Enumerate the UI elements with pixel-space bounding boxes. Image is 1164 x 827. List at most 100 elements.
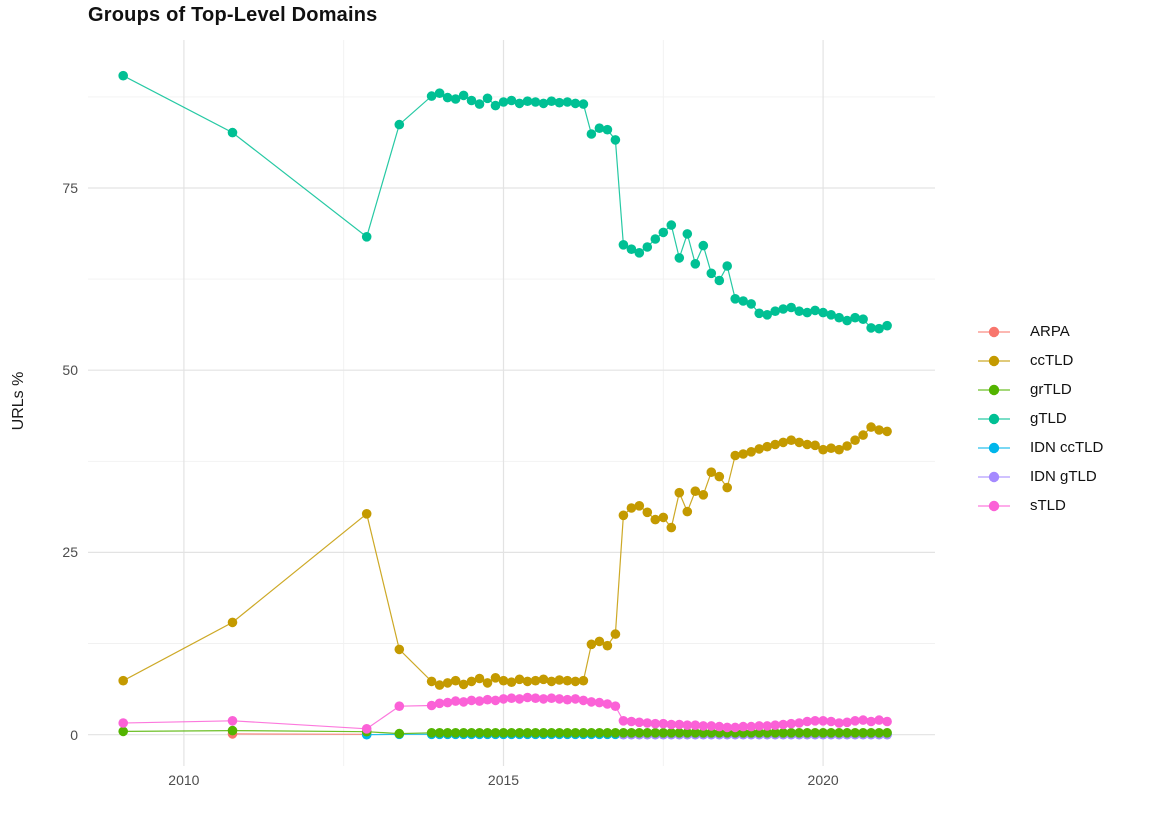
- data-point: [674, 719, 685, 730]
- data-point: [570, 728, 581, 738]
- data-point: [722, 261, 732, 271]
- data-point: [754, 444, 764, 454]
- data-point: [754, 308, 764, 319]
- data-point: [227, 725, 238, 736]
- data-point: [538, 728, 549, 738]
- data-point: [802, 439, 812, 450]
- data-point: [578, 99, 589, 109]
- data-point: [482, 728, 493, 738]
- data-point: [682, 728, 693, 738]
- data-point: [698, 721, 709, 731]
- data-point: [690, 259, 701, 269]
- series-gtld: [118, 70, 892, 334]
- data-point: [626, 716, 637, 727]
- legend-item-stld: sTLD: [977, 491, 1103, 520]
- data-point: [394, 119, 405, 130]
- data-point: [586, 639, 597, 650]
- data-point: [722, 722, 732, 733]
- data-point: [810, 728, 820, 738]
- data-point: [650, 514, 661, 525]
- data-point: [794, 718, 804, 728]
- data-point: [482, 93, 493, 104]
- y-tick-label: 0: [70, 726, 78, 743]
- data-point: [602, 728, 613, 738]
- data-point: [842, 728, 852, 738]
- chart-title: Groups of Top-Level Domains: [88, 4, 378, 26]
- data-point: [834, 718, 844, 728]
- data-point: [634, 501, 645, 511]
- data-point: [882, 716, 892, 727]
- data-point: [602, 699, 613, 709]
- data-point: [850, 716, 860, 726]
- data-point: [594, 123, 605, 133]
- data-point: [506, 728, 517, 738]
- data-point: [842, 315, 852, 326]
- data-point: [842, 441, 852, 451]
- data-point: [818, 716, 828, 726]
- data-point: [730, 722, 740, 733]
- data-point: [227, 617, 238, 628]
- data-point: [682, 720, 693, 730]
- data-point: [634, 717, 645, 728]
- data-point: [426, 700, 437, 711]
- data-point: [746, 299, 756, 309]
- data-point: [778, 719, 788, 730]
- data-point: [834, 312, 844, 323]
- data-point: [506, 95, 517, 106]
- x-tick-label: 2020: [807, 772, 839, 788]
- data-point: [562, 728, 573, 738]
- data-point: [522, 692, 533, 703]
- data-point: [642, 507, 653, 518]
- data-point: [706, 268, 717, 279]
- data-point: [118, 70, 128, 81]
- data-point: [634, 728, 645, 738]
- data-point: [570, 676, 581, 687]
- data-point: [394, 728, 405, 739]
- series-cctld: [118, 422, 892, 690]
- data-point: [361, 232, 372, 242]
- data-point: [546, 728, 557, 738]
- data-point: [642, 728, 653, 738]
- data-point: [490, 673, 501, 683]
- data-point: [538, 694, 549, 704]
- data-point: [818, 444, 828, 455]
- data-point: [514, 728, 525, 738]
- data-point: [498, 675, 509, 686]
- series-stld: [118, 692, 892, 734]
- legend: ARPA ccTLD grTLD gTLD IDN ccTLD IDN gTLD sTLD: [977, 317, 1103, 520]
- data-point: [610, 629, 621, 639]
- data-point: [810, 305, 820, 316]
- data-point: [874, 425, 884, 435]
- data-point: [850, 728, 860, 738]
- legend-item-grtld: grTLD: [977, 375, 1103, 404]
- data-point: [770, 728, 780, 738]
- data-point: [426, 728, 437, 738]
- data-point: [118, 718, 128, 728]
- data-point: [666, 728, 677, 738]
- plot-panel: [88, 40, 935, 766]
- data-point: [466, 676, 477, 687]
- data-point: [818, 728, 828, 738]
- data-point: [738, 449, 748, 459]
- data-point: [666, 522, 677, 533]
- data-point: [706, 467, 717, 478]
- data-point: [466, 695, 477, 706]
- data-point: [778, 728, 788, 738]
- data-point: [474, 696, 485, 706]
- legend-label: sTLD: [1030, 497, 1066, 514]
- legend-key-icon: [978, 442, 1010, 453]
- data-point: [650, 234, 661, 244]
- data-point: [586, 129, 597, 139]
- data-point: [810, 440, 820, 451]
- data-point: [850, 312, 860, 323]
- data-point: [786, 435, 796, 446]
- data-point: [458, 679, 469, 690]
- data-point: [514, 674, 525, 685]
- data-point: [666, 719, 677, 730]
- data-point: [642, 242, 653, 252]
- data-point: [834, 444, 844, 455]
- data-point: [698, 728, 709, 738]
- data-point: [602, 124, 613, 135]
- data-point: [118, 675, 128, 686]
